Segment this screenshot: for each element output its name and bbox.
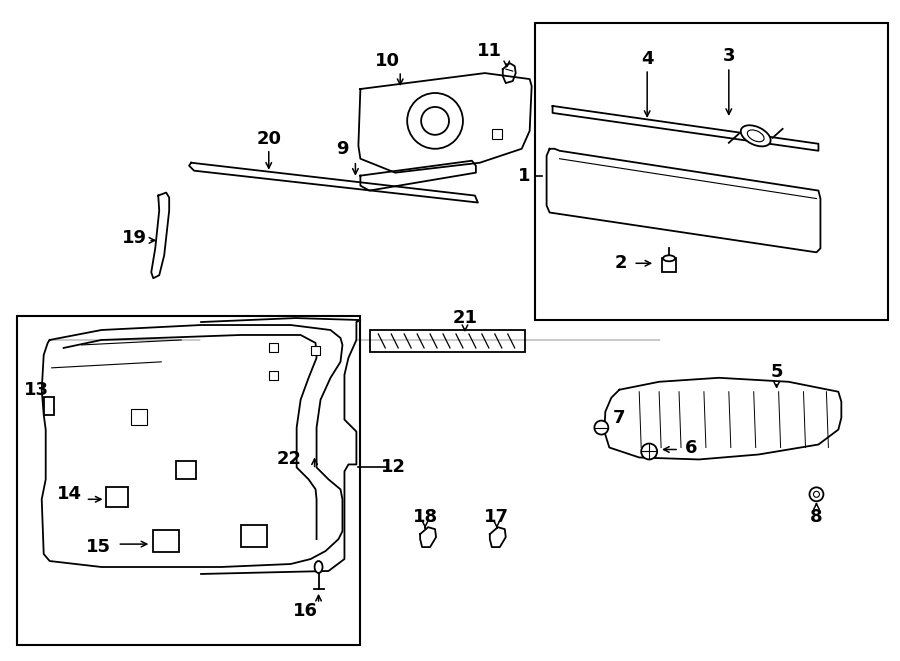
Text: 6: 6 [685,438,698,457]
Bar [269,343,278,352]
Bar [153,530,179,552]
Polygon shape [201,318,360,574]
Bar [370,330,525,352]
Bar [176,461,196,479]
Text: 20: 20 [256,130,282,148]
Text: 8: 8 [810,508,823,526]
Bar [44,397,54,414]
Text: 11: 11 [477,42,502,60]
Polygon shape [553,106,818,151]
Bar [241,525,266,547]
Text: 15: 15 [86,538,111,556]
Ellipse shape [641,444,657,459]
Circle shape [407,93,463,149]
Text: 7: 7 [613,408,626,426]
Text: 18: 18 [412,508,437,526]
Text: 19: 19 [122,229,147,247]
Text: 10: 10 [374,52,400,70]
Bar [106,487,129,507]
Bar [491,129,502,139]
Text: 21: 21 [453,309,477,327]
Text: 1: 1 [518,167,530,184]
Text: 12: 12 [381,459,406,477]
Text: 2: 2 [615,254,627,272]
Bar [17,316,360,644]
Polygon shape [41,325,343,567]
Text: 22: 22 [276,450,302,469]
Bar [662,258,676,272]
Polygon shape [604,378,842,459]
Ellipse shape [747,130,764,141]
Polygon shape [360,161,476,190]
Text: 16: 16 [293,602,318,620]
Text: 17: 17 [484,508,509,526]
Text: 4: 4 [641,50,653,68]
Polygon shape [358,73,532,173]
Bar [269,371,278,380]
Text: 13: 13 [24,381,50,399]
Ellipse shape [663,255,675,261]
Polygon shape [420,527,436,547]
Ellipse shape [814,491,819,497]
Polygon shape [546,149,821,253]
Circle shape [421,107,449,135]
Ellipse shape [809,487,824,501]
Polygon shape [490,527,506,547]
Ellipse shape [315,561,322,573]
Bar [310,346,320,355]
Polygon shape [189,163,478,202]
Polygon shape [151,192,169,278]
Ellipse shape [594,420,608,434]
Bar [131,408,148,424]
Text: 3: 3 [723,47,735,65]
Text: 9: 9 [337,139,348,158]
Text: 5: 5 [770,363,783,381]
Ellipse shape [741,126,770,146]
Bar [535,23,888,320]
Polygon shape [503,63,516,83]
Text: 14: 14 [57,485,82,503]
